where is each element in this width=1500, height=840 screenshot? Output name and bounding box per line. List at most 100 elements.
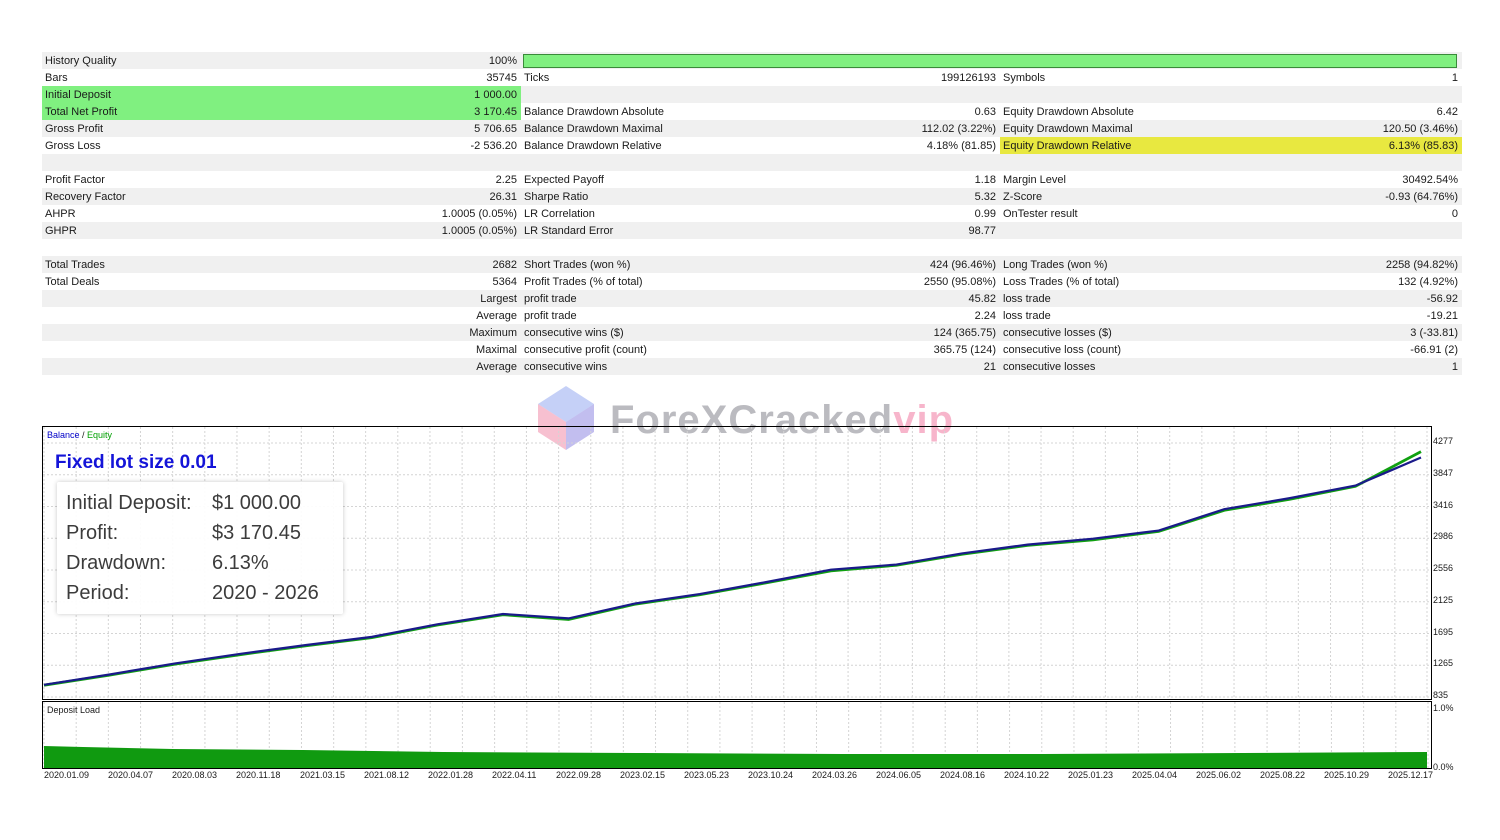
stat-label: Initial Deposit — [45, 88, 112, 101]
stat-value: 2682 — [492, 258, 517, 271]
stats-cell — [521, 239, 1000, 256]
stats-row: History Quality 100% — [42, 52, 1462, 69]
x-tick-label: 2025.01.23 — [1068, 770, 1114, 780]
stat-label: Balance Drawdown Maximal — [524, 122, 663, 135]
x-tick-label: 2025.10.29 — [1324, 770, 1370, 780]
stat-label: LR Correlation — [524, 207, 595, 220]
stats-cell — [521, 52, 1457, 69]
stat-label: Largest — [480, 292, 517, 305]
summary-row: Initial Deposit: $1 000.00 — [66, 492, 301, 515]
stats-row: Average profit trade 2.24 loss trade -19.21 — [42, 307, 1462, 324]
watermark: ForeXCrackedvip — [526, 384, 986, 454]
x-tick-label: 2021.08.12 — [364, 770, 410, 780]
legend-equity: Equity — [87, 430, 113, 440]
watermark-logo-icon — [538, 386, 594, 450]
summary-row: Drawdown: 6.13% — [66, 552, 269, 575]
stat-value: 2258 (94.82%) — [1385, 258, 1458, 271]
deposit-load-title: Deposit Load — [47, 705, 101, 715]
stats-cell: Maximal — [42, 341, 521, 358]
stats-cell: Initial Deposit 1 000.00 — [42, 86, 521, 103]
balance-equity-chart[interactable]: Balance / Equity — [42, 426, 1432, 700]
stat-label: GHPR — [45, 224, 77, 237]
stat-label: consecutive losses — [1003, 360, 1096, 373]
stat-value: 100% — [488, 54, 517, 67]
y-tick-label: 4277 — [1433, 436, 1454, 446]
stats-cell: consecutive loss (count) -66.91 (2) — [1000, 341, 1462, 358]
stat-label: Balance Drawdown Relative — [524, 139, 662, 152]
stat-label: Sharpe Ratio — [524, 190, 589, 203]
stats-row: Recovery Factor 26.31 Sharpe Ratio 5.32 Z-Sc… — [42, 188, 1462, 205]
x-tick-label: 2023.10.24 — [748, 770, 794, 780]
y-tick-label: 1695 — [1433, 626, 1454, 637]
summary-key: Drawdown: — [66, 552, 167, 574]
y-tick-label: 3416 — [1433, 499, 1454, 510]
stats-row: Total Deals 5364 Profit Trades (% of total… — [42, 273, 1462, 290]
stat-value: 1 — [1451, 360, 1458, 373]
stats-cell: loss trade -19.21 — [1000, 307, 1462, 324]
stat-label: consecutive profit (count) — [524, 343, 647, 356]
stats-row: Initial Deposit 1 000.00 — [42, 86, 1462, 103]
stat-label: History Quality — [45, 54, 117, 67]
stats-cell: consecutive losses ($) 3 (-33.81) — [1000, 324, 1462, 341]
x-tick-label: 2022.01.28 — [428, 770, 474, 780]
stats-cell — [1000, 239, 1462, 256]
stat-value: 424 (96.46%) — [929, 258, 996, 271]
stat-value: 5364 — [492, 275, 517, 288]
balance-line — [43, 456, 1422, 686]
stats-row: Largest profit trade 45.82 loss trade -56.92 — [42, 290, 1462, 307]
deposit-load-chart[interactable]: Deposit Load — [42, 701, 1432, 769]
stats-cell: Bars 35745 — [42, 69, 521, 86]
stat-value: -19.21 — [1426, 309, 1458, 322]
stat-label: Z-Score — [1003, 190, 1043, 203]
stats-row: Profit Factor 2.25 Expected Payoff 1.18 Marg… — [42, 171, 1462, 188]
stats-row: Bars 35745 Ticks 199126193 Symbols 1 — [42, 69, 1462, 86]
stat-value: 45.82 — [968, 292, 996, 305]
load-tick-top: 1.0% — [1433, 703, 1454, 713]
stats-cell: profit trade 2.24 — [521, 307, 1000, 324]
stat-value: 2550 (95.08%) — [923, 275, 996, 288]
x-tick-label: 2020.01.09 — [44, 770, 90, 780]
summary-key: Period: — [66, 582, 130, 604]
stats-cell: LR Standard Error 98.77 — [521, 222, 1000, 239]
stat-label: Maximum — [469, 326, 517, 339]
stats-cell: Largest — [42, 290, 521, 307]
stats-cell — [42, 154, 521, 171]
stats-cell: History Quality 100% — [42, 52, 521, 69]
stats-cell: Sharpe Ratio 5.32 — [521, 188, 1000, 205]
stats-cell: Gross Profit 5 706.65 — [42, 120, 521, 137]
stat-value: 124 (365.75) — [933, 326, 996, 339]
stats-cell: Total Deals 5364 — [42, 273, 521, 290]
x-tick-label: 2025.04.04 — [1132, 770, 1178, 780]
stats-cell: profit trade 45.82 — [521, 290, 1000, 307]
stat-label: Symbols — [1003, 71, 1046, 84]
watermark-text: ForeXCrackedvip — [610, 398, 955, 442]
stat-label: profit trade — [524, 309, 577, 322]
stats-cell: Equity Drawdown Maximal 120.50 (3.46%) — [1000, 120, 1462, 137]
stat-label: AHPR — [45, 207, 76, 220]
stat-value: 1.0005 (0.05%) — [441, 207, 517, 220]
stats-cell — [521, 86, 1000, 103]
stats-row: Gross Profit 5 706.65 Balance Drawdown Max… — [42, 120, 1462, 137]
stats-cell: Recovery Factor 26.31 — [42, 188, 521, 205]
stats-cell: Average — [42, 307, 521, 324]
stats-row: Maximum consecutive wins ($) 124 (365.75) c… — [42, 324, 1462, 341]
load-tick-bottom: 0.0% — [1433, 762, 1454, 772]
summary-row: Period: 2020 - 2026 — [66, 582, 319, 605]
deposit-load-plot — [43, 702, 1429, 768]
y-tick-label: 3847 — [1433, 467, 1454, 478]
stat-label: Equity Drawdown Maximal — [1003, 122, 1133, 135]
x-tick-label: 2025.06.02 — [1196, 770, 1242, 780]
stats-cell: Long Trades (won %) 2258 (94.82%) — [1000, 256, 1462, 273]
history-quality-bar — [523, 54, 1457, 68]
x-tick-label: 2023.05.23 — [684, 770, 730, 780]
stats-cell — [521, 154, 1000, 171]
stat-label: Total Deals — [45, 275, 100, 288]
stat-value: 1 — [1451, 71, 1458, 84]
stats-cell: Loss Trades (% of total) 132 (4.92%) — [1000, 273, 1462, 290]
stats-cell: Balance Drawdown Absolute 0.63 — [521, 103, 1000, 120]
stats-row: Total Net Profit 3 170.45 Balance Drawdown… — [42, 103, 1462, 120]
stats-cell: Total Net Profit 3 170.45 — [42, 103, 521, 120]
stat-value: 3 (-33.81) — [1410, 326, 1458, 339]
x-tick-label: 2020.11.18 — [236, 770, 281, 780]
y-tick-label: 835 — [1433, 690, 1449, 700]
